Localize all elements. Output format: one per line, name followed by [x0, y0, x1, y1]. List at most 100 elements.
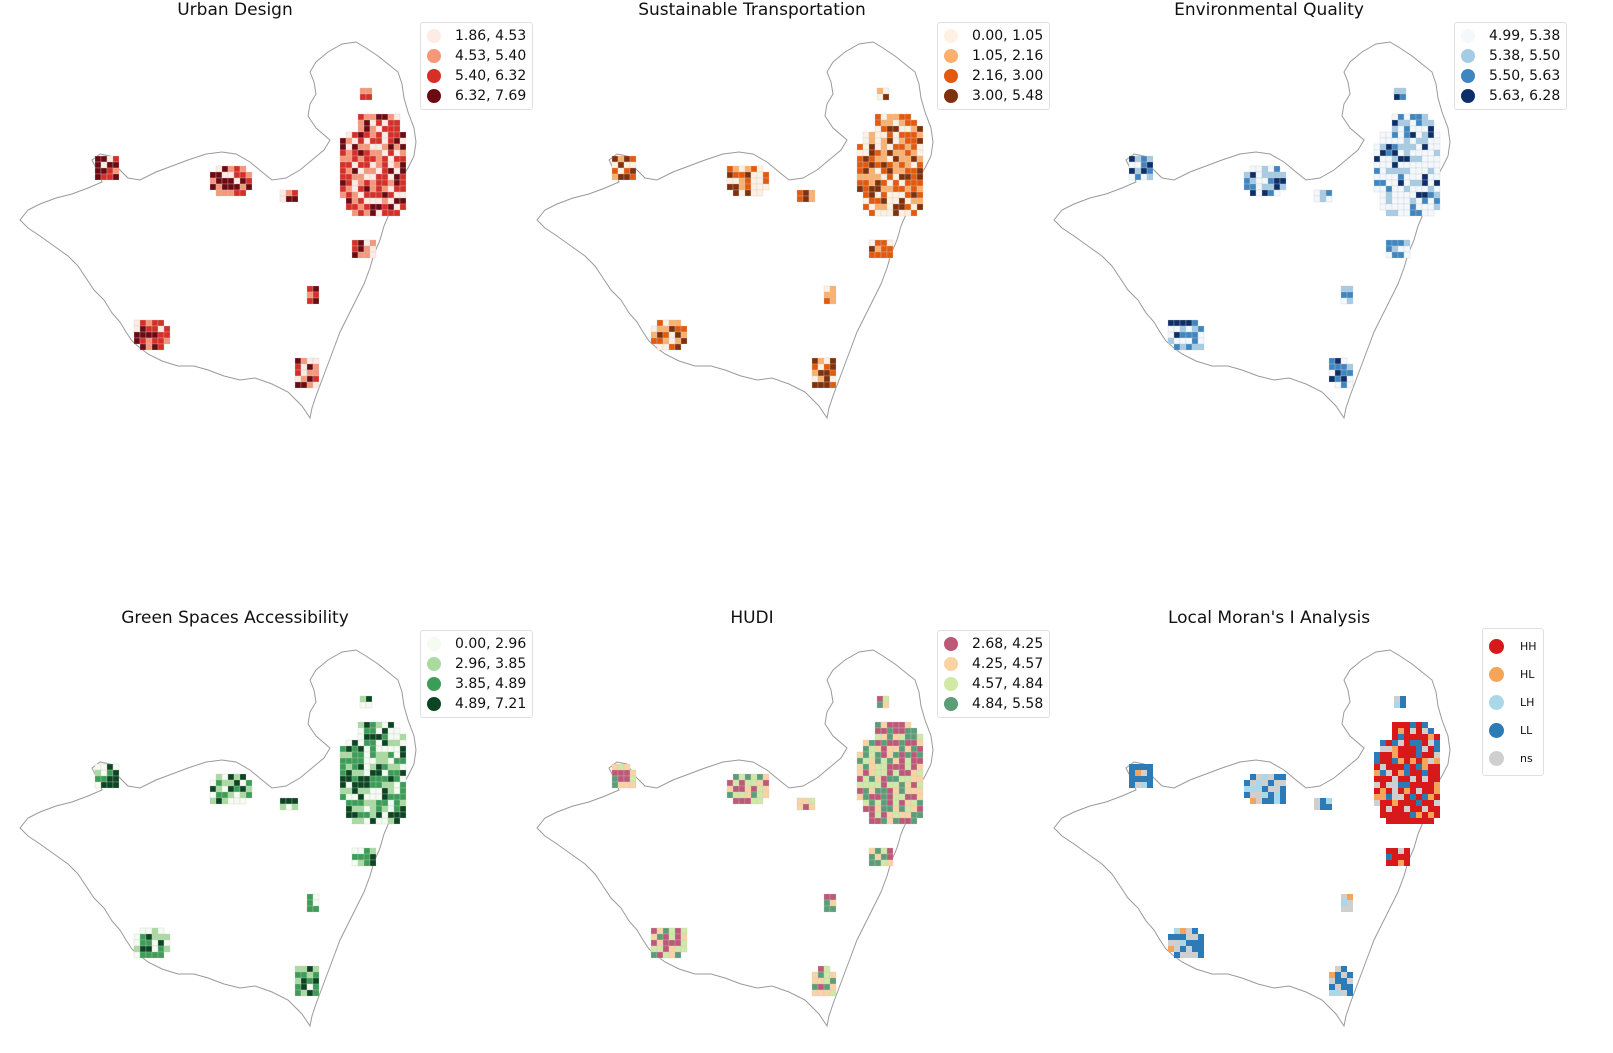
- grid-cell: [868, 239, 876, 247]
- grid-cell: [279, 803, 287, 811]
- grid-cell: [874, 793, 882, 801]
- grid-cell: [375, 781, 383, 789]
- legend-item: 4.89, 7.21: [427, 694, 526, 714]
- grid-cell: [387, 751, 395, 759]
- grid-cell: [1129, 764, 1135, 770]
- grid-cell: [898, 763, 906, 771]
- grid-cell: [163, 933, 171, 941]
- grid-cell: [1403, 203, 1411, 211]
- grid-cell: [1325, 189, 1333, 197]
- grid-cell: [1397, 173, 1405, 181]
- grid-cell: [375, 125, 383, 133]
- grid-cell: [1392, 848, 1398, 854]
- grid-cell: [312, 357, 320, 365]
- grid-cell: [1434, 812, 1440, 818]
- grid-cell: [876, 87, 884, 95]
- grid-cell: [1386, 788, 1392, 794]
- grid-cell: [369, 757, 377, 765]
- grid-cell: [100, 769, 108, 777]
- grid-cell: [856, 757, 864, 765]
- legend-item: 2.16, 3.00: [944, 66, 1043, 86]
- grid-cell: [1421, 179, 1429, 187]
- grid-cell: [817, 971, 825, 979]
- grid-cell: [823, 369, 831, 377]
- grid-cell: [1392, 812, 1398, 818]
- grid-cell: [874, 805, 882, 813]
- grid-cell: [1279, 171, 1287, 179]
- grid-cell: [874, 161, 882, 169]
- grid-cell: [732, 171, 740, 179]
- grid-cell: [1140, 167, 1148, 175]
- grid-cell: [886, 167, 894, 175]
- grid-cell: [1415, 119, 1423, 127]
- region-boundary: [536, 41, 934, 420]
- grid-cell: [1249, 165, 1257, 173]
- grid-cell: [1398, 818, 1404, 824]
- grid-cell: [880, 203, 888, 211]
- grid-cell: [363, 757, 371, 765]
- grid-cell: [1403, 173, 1411, 181]
- grid-cell: [1328, 357, 1336, 365]
- grid-cell: [1428, 728, 1434, 734]
- grid-cell: [363, 119, 371, 127]
- legend: 0.00, 2.96 2.96, 3.85 3.85, 4.89 4.89, 7.21: [420, 630, 534, 718]
- grid-cell: [1141, 776, 1147, 782]
- grid-cell: [1433, 179, 1441, 187]
- grid-cell: [817, 357, 825, 365]
- grid-cell: [312, 971, 320, 979]
- grid-cell: [112, 769, 120, 777]
- grid-cell: [1392, 728, 1398, 734]
- grid-cell: [215, 177, 223, 185]
- grid-cell: [1398, 812, 1404, 818]
- grid-cell: [1392, 740, 1398, 746]
- grid-cell: [139, 933, 147, 941]
- grid-cell: [1255, 189, 1263, 197]
- grid-cell: [1421, 167, 1429, 175]
- legend-swatch: [427, 89, 441, 103]
- grid-cell: [1433, 173, 1441, 181]
- grid-cell: [1404, 788, 1410, 794]
- grid-cell: [1347, 972, 1353, 978]
- grid-cell: [133, 945, 141, 953]
- grid-cell: [874, 197, 882, 205]
- grid-cell: [1422, 806, 1428, 812]
- grid-cell: [904, 185, 912, 193]
- grid-cell: [1346, 375, 1354, 383]
- grid-cell: [369, 721, 377, 729]
- legend-item: 4.53, 5.40: [427, 46, 526, 66]
- grid-cell: [345, 745, 353, 753]
- grid-cell: [1391, 251, 1399, 259]
- grid-cell: [811, 989, 819, 997]
- grid-cell: [882, 701, 890, 709]
- grid-cell: [1422, 752, 1428, 758]
- grid-cell: [829, 369, 837, 377]
- grid-cell: [1398, 794, 1404, 800]
- grid-cell: [1379, 203, 1387, 211]
- grid-cell: [393, 173, 401, 181]
- grid-cell: [227, 183, 235, 191]
- map-urban-design: [19, 41, 417, 420]
- grid-cell: [1421, 185, 1429, 193]
- grid-cell: [1341, 900, 1347, 906]
- grid-cell: [611, 769, 619, 777]
- grid-cell: [1173, 343, 1181, 351]
- grid-cell: [904, 149, 912, 157]
- grid-cell: [351, 805, 359, 813]
- grid-cell: [750, 773, 758, 781]
- region-boundary: [1053, 41, 1451, 420]
- grid-cell: [399, 131, 407, 139]
- grid-cell: [1250, 774, 1256, 780]
- grid-cell: [880, 763, 888, 771]
- grid-cell: [245, 177, 253, 185]
- panel-title: Local Moran's I Analysis: [1167, 608, 1371, 628]
- grid-cell: [862, 197, 870, 205]
- grid-cell: [363, 239, 371, 247]
- grid-cell: [892, 119, 900, 127]
- grid-cell: [227, 779, 235, 787]
- grid-cell: [369, 245, 377, 253]
- grid-cell: [1422, 722, 1428, 728]
- grid-cell: [163, 331, 171, 339]
- legend-label: LH: [1520, 695, 1535, 709]
- grid-cell: [674, 319, 682, 327]
- grid-cell: [369, 805, 377, 813]
